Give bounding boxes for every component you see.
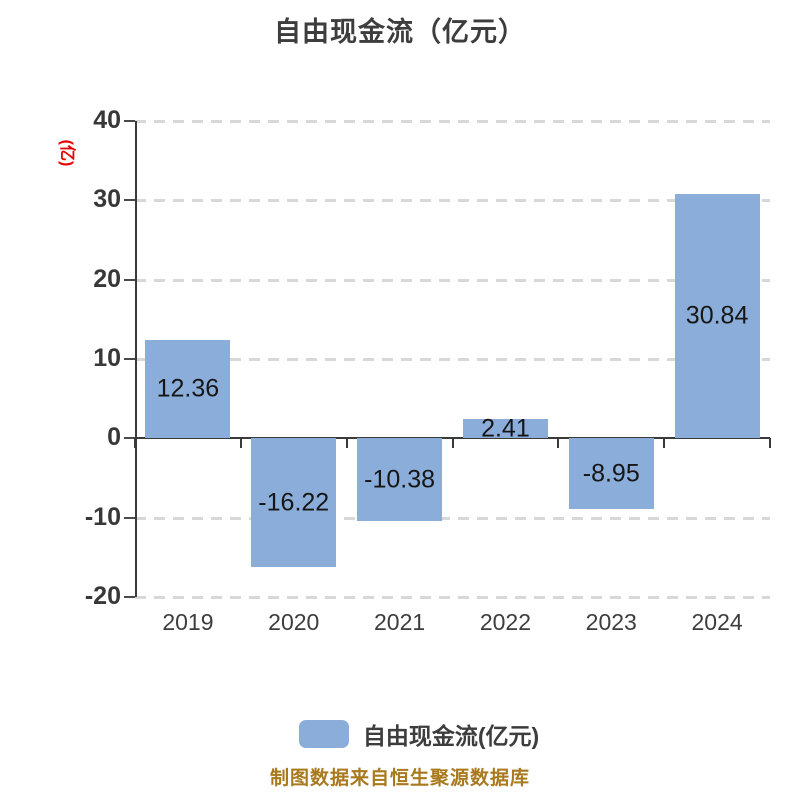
x-axis-label-2019: 2019 (162, 609, 214, 635)
bar-value-label: 12.36 (156, 374, 220, 403)
bar-value-label: -10.38 (364, 465, 436, 493)
y-axis-tick-label: -20 (84, 582, 121, 610)
y-axis-tick-20 (124, 278, 135, 281)
bar-2022 (462, 419, 548, 439)
gridline-30 (135, 199, 770, 203)
y-axis-tick--10 (124, 516, 135, 519)
bar-2019 (145, 340, 231, 439)
legend-swatch (298, 720, 349, 748)
y-axis-tick-30 (124, 199, 135, 202)
y-axis-line (135, 121, 137, 597)
x-axis-tick (451, 438, 454, 449)
x-axis-label-2020: 2020 (268, 609, 320, 635)
x-axis-tick (239, 438, 242, 449)
x-axis-label-2021: 2021 (373, 609, 426, 635)
gridline-20 (135, 278, 770, 282)
y-axis-tick-label: 20 (93, 264, 121, 293)
x-axis-tick (345, 438, 348, 449)
x-axis-label-2022: 2022 (479, 609, 531, 635)
y-axis-tick-label: 10 (93, 344, 121, 372)
x-axis-tick (557, 438, 560, 449)
bar-2023 (568, 438, 654, 510)
y-axis-tick-label: -10 (84, 502, 121, 531)
bar-2021 (357, 438, 443, 521)
x-axis-label-2023: 2023 (585, 609, 637, 635)
x-axis-tick (134, 438, 136, 449)
gridline-40 (135, 120, 770, 123)
y-axis-unit-label: (亿) (58, 139, 75, 167)
bar-value-label: 2.41 (481, 414, 530, 443)
y-axis-tick-0 (124, 437, 135, 440)
legend-label: 自由现金流(亿元) (362, 723, 540, 749)
y-axis-tick-label: 0 (107, 423, 121, 452)
y-axis-tick--20 (124, 596, 135, 598)
bar-value-label: -8.95 (582, 459, 640, 488)
legend: 自由现金流(亿元) (19, 718, 800, 750)
bar-value-label: -16.22 (258, 488, 330, 517)
bar-value-label: 30.84 (685, 301, 749, 330)
x-axis-label-2024: 2024 (691, 609, 743, 635)
y-axis-tick-label: 40 (93, 106, 121, 134)
y-axis-tick-40 (124, 120, 135, 122)
bar-2020 (251, 438, 337, 567)
gridline--20 (135, 596, 770, 599)
y-axis-tick-10 (124, 358, 135, 360)
chart-title: 自由现金流（亿元） (274, 17, 526, 47)
x-axis-tick (663, 438, 666, 449)
source-note: 制图数据来自恒生聚源数据库 (269, 768, 530, 789)
bar-2024 (674, 193, 760, 439)
gridline--10 (135, 516, 770, 520)
x-axis-tick (769, 438, 771, 449)
y-axis-tick-label: 30 (93, 185, 121, 214)
gridline-10 (135, 358, 770, 361)
